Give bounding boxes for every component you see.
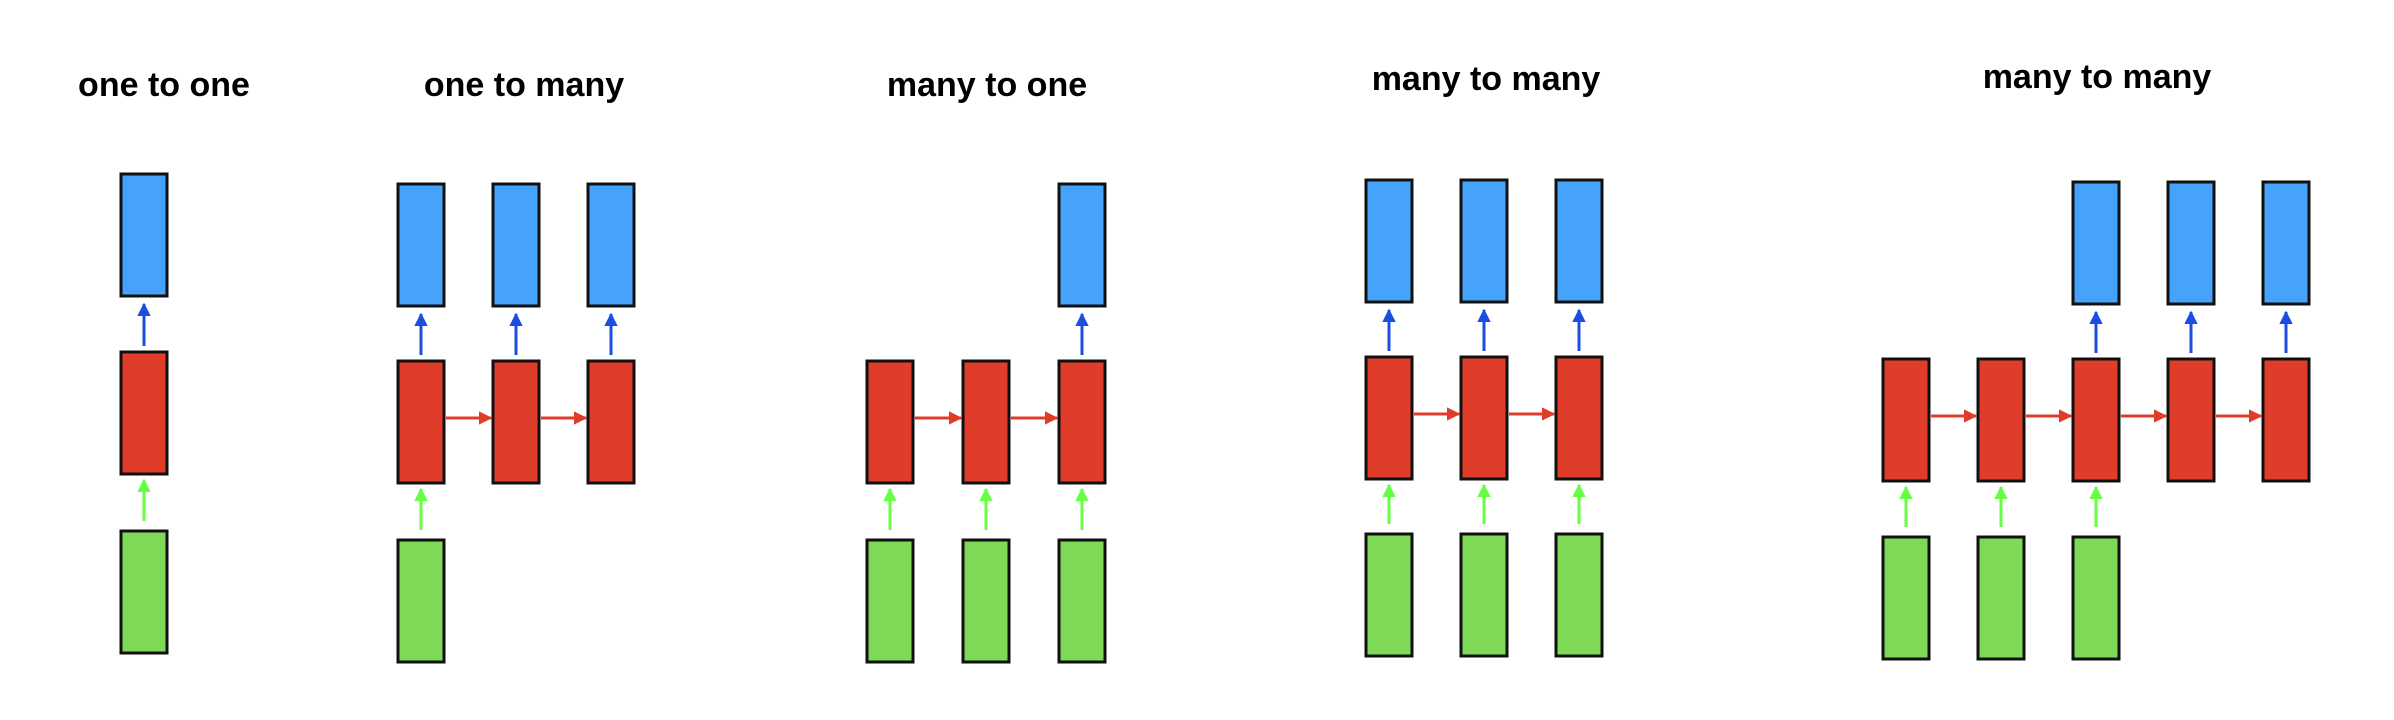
hidden-state-box: [1883, 359, 1929, 481]
hidden-state-box: [963, 361, 1009, 483]
hidden-state-box: [1461, 357, 1507, 479]
output-box: [1059, 184, 1105, 306]
hidden-state-box: [1059, 361, 1105, 483]
output-box: [398, 184, 444, 306]
output-box: [2168, 182, 2214, 304]
hidden-state-box: [588, 361, 634, 483]
hidden-state-box: [2168, 359, 2214, 481]
output-box: [1461, 180, 1507, 302]
input-box: [398, 540, 444, 662]
hidden-state-box: [493, 361, 539, 483]
hidden-state-box: [867, 361, 913, 483]
output-box: [493, 184, 539, 306]
output-box: [588, 184, 634, 306]
hidden-state-box: [2263, 359, 2309, 481]
hidden-state-box: [398, 361, 444, 483]
input-box: [121, 531, 167, 653]
input-box: [2073, 537, 2119, 659]
hidden-state-box: [1978, 359, 2024, 481]
hidden-state-box: [1366, 357, 1412, 479]
output-box: [1366, 180, 1412, 302]
input-box: [963, 540, 1009, 662]
input-box: [1366, 534, 1412, 656]
input-box: [1059, 540, 1105, 662]
input-box: [1461, 534, 1507, 656]
input-box: [1883, 537, 1929, 659]
hidden-state-box: [1556, 357, 1602, 479]
hidden-state-box: [2073, 359, 2119, 481]
hidden-state-box: [121, 352, 167, 474]
output-box: [121, 174, 167, 296]
input-box: [1978, 537, 2024, 659]
input-box: [1556, 534, 1602, 656]
input-box: [867, 540, 913, 662]
output-box: [2073, 182, 2119, 304]
output-box: [1556, 180, 1602, 302]
output-box: [2263, 182, 2309, 304]
